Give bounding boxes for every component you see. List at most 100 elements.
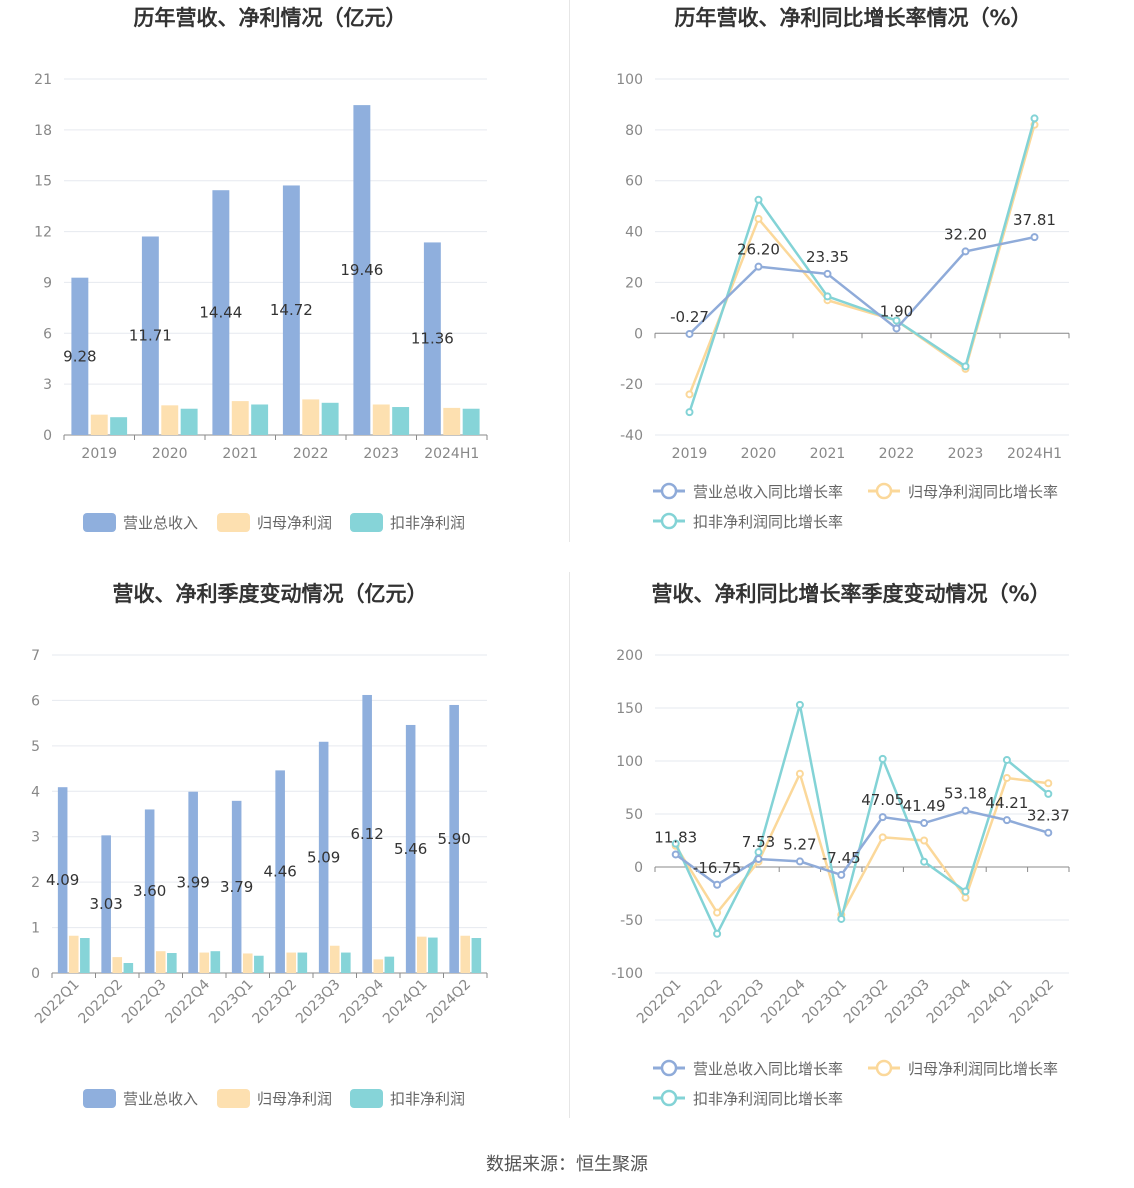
legend-label: 营业总收入同比增长率 — [693, 483, 843, 501]
bar-revenue — [405, 724, 416, 973]
data-point — [1044, 789, 1053, 798]
data-point — [795, 857, 804, 866]
legend-label: 营业总收入 — [123, 514, 198, 532]
legend-label: 扣非净利润 — [390, 1090, 465, 1108]
bar-revenue — [318, 741, 329, 973]
bar-deducted-profit — [254, 955, 264, 973]
bar-revenue — [188, 791, 198, 973]
legend-marker — [660, 482, 678, 500]
legend-label: 营业总收入同比增长率 — [693, 1060, 843, 1078]
data-label: 19.46 — [340, 261, 383, 279]
annual-amount-chart: 历年营收、净利情况（亿元） 0 3 6 9 12 15 18 21 2019 2020 2021 202… — [34, 6, 488, 532]
data-label: 7.53 — [742, 833, 775, 851]
data-label: 4.46 — [263, 863, 296, 881]
data-label: 4.09 — [46, 871, 79, 889]
data-point — [754, 195, 763, 204]
bar-revenue — [353, 105, 371, 436]
bar-deducted-profit — [180, 408, 198, 435]
y-tick-label: 50 — [625, 807, 643, 823]
data-label: 47.05 — [861, 791, 904, 809]
bar-revenue — [275, 770, 285, 973]
data-label: 3.60 — [133, 882, 166, 900]
bar-deducted-profit — [392, 407, 410, 435]
data-label: 3.03 — [89, 895, 122, 913]
x-tick-label: 2023Q1 — [206, 977, 257, 1028]
bar-net-profit — [155, 951, 166, 973]
bar-revenue — [71, 277, 89, 435]
bar-deducted-profit — [167, 953, 177, 973]
data-label: 26.20 — [737, 241, 780, 259]
data-point — [892, 316, 901, 325]
data-point — [754, 855, 763, 864]
data-point — [961, 247, 970, 256]
data-label: 32.20 — [944, 225, 987, 243]
data-point — [1002, 773, 1011, 782]
bar-net-profit — [112, 957, 123, 973]
data-label: 53.18 — [944, 785, 987, 803]
x-tick-label: 2023Q3 — [293, 977, 344, 1028]
series-line-1 — [674, 770, 1049, 918]
quarterly-amount-chart: 营收、净利季度变动情况（亿元）012345672022Q12022Q22022Q… — [31, 582, 488, 1108]
legend-label: 归母净利润同比增长率 — [908, 1060, 1058, 1078]
bar-revenue — [144, 809, 155, 973]
data-label: 6.12 — [350, 825, 383, 843]
panel-quarterly-growth: 营收、净利同比增长率季度变动情况（%） -100 -50 0 50 100 150 200 20… — [567, 578, 1134, 1156]
bar-net-profit — [329, 945, 340, 973]
x-tick-label: 2023Q4 — [924, 976, 975, 1027]
bar-deducted-profit — [471, 938, 482, 973]
data-label: -7.45 — [822, 849, 861, 867]
legend-label: 归母净利润 — [257, 514, 332, 532]
bar-net-profit — [372, 404, 390, 435]
bar-net-profit — [373, 959, 384, 973]
bar-revenue — [449, 704, 459, 973]
bar-net-profit — [416, 936, 427, 973]
x-tick-label: 2022 — [879, 446, 915, 462]
x-tick-label: 2023 — [948, 446, 984, 462]
y-tick-label: -100 — [611, 966, 643, 982]
x-tick-label: 2024H1 — [424, 446, 479, 462]
y-tick-label: 4 — [31, 784, 40, 800]
x-tick-label: 2022Q3 — [717, 977, 768, 1028]
data-point — [1044, 779, 1053, 788]
x-tick-label: 2021 — [810, 446, 846, 462]
y-tick-label: 1 — [31, 921, 40, 937]
legend-label: 扣非净利润同比增长率 — [693, 513, 843, 531]
data-point — [671, 850, 680, 859]
x-tick-label: 2024Q1 — [380, 977, 431, 1028]
data-label: 5.09 — [307, 848, 340, 866]
bar-net-profit — [161, 405, 179, 435]
bar-net-profit — [90, 414, 108, 435]
data-point — [685, 329, 694, 338]
data-point — [961, 887, 970, 896]
data-point — [878, 833, 887, 842]
data-point — [685, 390, 694, 399]
chart-title: 营收、净利同比增长率季度变动情况（%） — [651, 582, 1050, 606]
data-point — [671, 839, 680, 848]
bar-revenue — [141, 236, 159, 435]
legend-marker — [660, 512, 678, 530]
data-label: -0.27 — [670, 308, 709, 326]
bar-revenue — [423, 242, 441, 435]
data-label: 3.79 — [220, 878, 253, 896]
y-tick-label: 20 — [625, 275, 643, 291]
y-tick-label: 18 — [34, 123, 52, 139]
data-point — [837, 914, 846, 923]
x-tick-label: 2023Q4 — [336, 976, 387, 1027]
series-line-0 — [674, 809, 1049, 887]
bar-revenue — [362, 694, 372, 973]
data-label: 5.27 — [783, 835, 816, 853]
data-point — [961, 893, 970, 902]
legend-label: 归母净利润 — [257, 1090, 332, 1108]
y-tick-label: 3 — [43, 377, 52, 393]
bar-revenue — [101, 835, 111, 973]
bar-net-profit — [443, 407, 461, 435]
data-point — [713, 880, 722, 889]
bar-net-profit — [242, 953, 253, 973]
y-tick-label: 0 — [31, 966, 40, 982]
x-tick-label: 2023Q3 — [882, 977, 933, 1028]
bar-deducted-profit — [428, 937, 438, 973]
y-tick-label: 0 — [634, 326, 643, 342]
data-label: 9.28 — [63, 347, 96, 365]
divider-top — [569, 0, 570, 542]
legend-marker — [875, 482, 893, 500]
